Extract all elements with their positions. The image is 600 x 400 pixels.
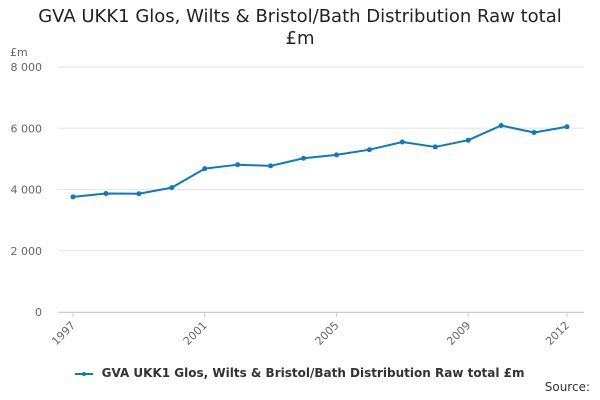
y-tick-label: 0 — [35, 306, 42, 319]
data-point — [531, 130, 537, 136]
legend[interactable]: GVA UKK1 Glos, Wilts & Bristol/Bath Dist… — [0, 366, 600, 380]
data-point — [564, 124, 570, 130]
data-point — [268, 163, 274, 169]
y-unit-label: £m — [10, 46, 28, 59]
chart-title-line-2: £m — [285, 28, 315, 49]
data-point — [235, 162, 241, 168]
y-tick-label: 2 000 — [11, 245, 43, 258]
chart-title: GVA UKK1 Glos, Wilts & Bristol/Bath Dist… — [0, 6, 600, 50]
x-tick-label: 2005 — [313, 319, 342, 348]
chart-title-line-1: GVA UKK1 Glos, Wilts & Bristol/Bath Dist… — [38, 6, 562, 27]
y-tick-label: 4 000 — [11, 184, 43, 197]
x-tick-label: 2012 — [543, 319, 572, 348]
x-tick-label: 1997 — [49, 319, 78, 348]
y-tick-label: 8 000 — [11, 61, 43, 74]
source-label: Source: — [544, 380, 590, 394]
x-tick-label: 2009 — [444, 319, 473, 348]
data-point — [465, 137, 471, 143]
data-point — [432, 144, 438, 150]
legend-line-icon — [75, 369, 94, 379]
x-tick-label: 2001 — [181, 319, 210, 348]
data-point — [70, 194, 76, 200]
data-point — [169, 185, 175, 191]
y-tick-label: 6 000 — [11, 122, 43, 135]
data-point — [301, 155, 307, 161]
data-point — [103, 190, 109, 196]
legend-label: GVA UKK1 Glos, Wilts & Bristol/Bath Dist… — [101, 366, 525, 380]
data-point — [366, 147, 372, 153]
data-point — [333, 152, 339, 158]
data-point — [202, 166, 208, 172]
data-point — [136, 191, 142, 197]
series-line — [72, 124, 568, 198]
data-point — [399, 139, 405, 145]
data-point — [498, 122, 504, 128]
